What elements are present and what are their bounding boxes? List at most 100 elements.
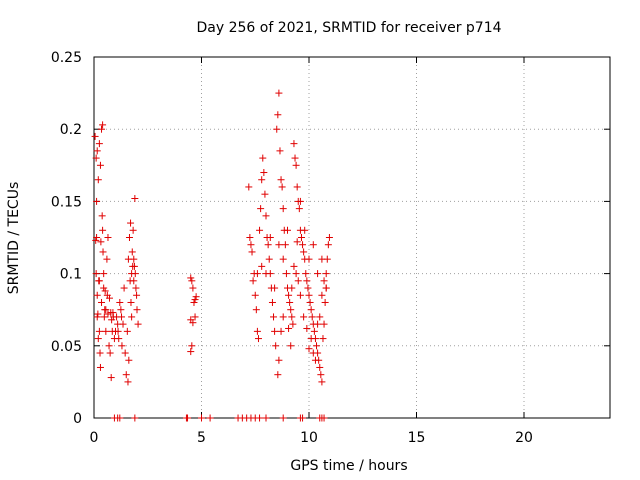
data-point xyxy=(189,284,197,292)
data-point xyxy=(101,287,109,295)
y-tick-label: 0.25 xyxy=(51,50,82,66)
data-point xyxy=(310,327,318,335)
data-point xyxy=(275,89,283,97)
data-point xyxy=(128,248,136,256)
data-point xyxy=(130,255,138,263)
data-point xyxy=(318,255,326,263)
data-point xyxy=(106,349,114,357)
data-point xyxy=(294,277,302,285)
data-point xyxy=(132,284,140,292)
data-point xyxy=(277,176,285,184)
data-point xyxy=(107,309,115,317)
y-tick-labels: 0 0.05 0.1 0.15 0.2 0.25 xyxy=(51,50,82,427)
data-point xyxy=(299,241,307,249)
data-point xyxy=(91,132,99,140)
data-point xyxy=(281,241,289,249)
data-point xyxy=(249,277,257,285)
data-point xyxy=(192,293,200,301)
data-point xyxy=(322,270,330,278)
data-point xyxy=(245,183,253,191)
data-point xyxy=(248,248,256,256)
data-point xyxy=(105,342,113,350)
data-point xyxy=(308,313,316,321)
data-point xyxy=(131,270,139,278)
data-point xyxy=(118,313,126,321)
data-point xyxy=(121,349,129,357)
data-point xyxy=(246,234,254,241)
scatter-points xyxy=(91,89,333,422)
data-point xyxy=(277,327,285,335)
chart-title: Day 256 of 2021, SRMTID for receiver p71… xyxy=(196,20,501,36)
data-point xyxy=(279,414,287,422)
data-point xyxy=(319,335,327,343)
data-point xyxy=(274,111,282,119)
y-tick-label: 0.1 xyxy=(60,267,82,283)
data-point xyxy=(252,306,260,314)
data-point xyxy=(94,176,102,184)
data-point xyxy=(320,414,328,422)
data-point xyxy=(295,205,303,213)
data-point xyxy=(96,363,104,371)
data-point xyxy=(97,238,105,246)
data-point xyxy=(251,291,259,299)
data-point xyxy=(256,414,264,422)
data-point xyxy=(93,313,101,321)
data-point xyxy=(189,319,197,327)
data-point xyxy=(305,345,313,353)
data-point xyxy=(92,236,100,244)
data-point xyxy=(119,320,127,328)
data-point xyxy=(262,414,270,422)
axis-ticks xyxy=(93,56,610,419)
data-point xyxy=(262,212,270,220)
data-point xyxy=(92,270,100,278)
data-point xyxy=(187,274,195,282)
data-point xyxy=(303,324,311,332)
data-point xyxy=(309,241,317,249)
data-point xyxy=(95,140,103,148)
data-point xyxy=(120,284,128,292)
data-point xyxy=(254,335,262,343)
data-point xyxy=(314,270,322,278)
data-point xyxy=(116,414,124,422)
data-point xyxy=(130,262,138,270)
data-point xyxy=(276,147,284,155)
x-tick-label: 0 xyxy=(90,430,99,446)
data-point xyxy=(287,342,295,350)
data-point xyxy=(322,284,330,292)
data-point xyxy=(125,234,133,241)
data-point xyxy=(134,320,142,328)
data-point xyxy=(273,125,281,133)
y-axis-title: SRMTID / TECUs xyxy=(6,182,22,295)
data-point xyxy=(291,154,299,162)
data-point xyxy=(318,291,326,299)
data-point xyxy=(268,298,276,306)
data-point xyxy=(253,327,261,335)
data-point xyxy=(92,154,100,162)
data-point xyxy=(100,284,108,292)
data-point xyxy=(307,335,315,343)
data-point xyxy=(198,414,205,422)
data-point xyxy=(321,298,329,306)
data-point xyxy=(313,342,321,350)
data-point xyxy=(102,327,110,335)
data-point xyxy=(131,414,139,422)
data-point xyxy=(305,291,313,299)
data-point xyxy=(96,349,104,357)
data-point xyxy=(133,291,141,299)
data-point xyxy=(102,306,110,314)
data-point xyxy=(318,378,326,386)
data-point xyxy=(129,226,137,234)
data-point xyxy=(288,313,296,321)
data-point xyxy=(258,262,266,270)
data-point xyxy=(279,205,287,213)
data-point xyxy=(284,226,291,234)
data-point xyxy=(206,414,214,422)
data-point xyxy=(99,121,107,129)
data-point xyxy=(325,234,333,241)
data-point xyxy=(258,176,266,184)
data-point xyxy=(296,197,304,205)
data-point xyxy=(302,270,310,278)
data-point xyxy=(93,197,101,205)
data-point xyxy=(93,234,101,241)
data-point xyxy=(303,277,311,285)
